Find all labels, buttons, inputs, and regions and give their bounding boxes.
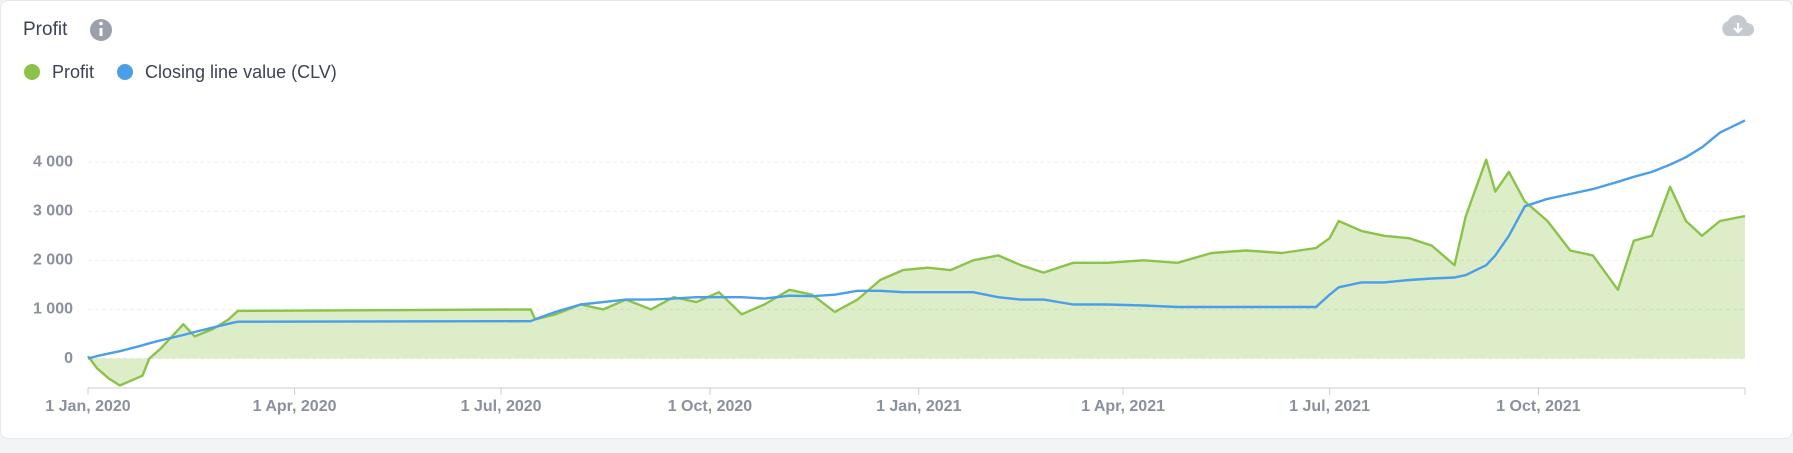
x-tick-label: 1 Oct, 2020 [668, 398, 753, 415]
x-tick-label: 1 Oct, 2021 [1496, 398, 1581, 415]
legend-label: Closing line value (CLV) [145, 62, 337, 82]
y-tick-label: 1 000 [33, 301, 73, 318]
legend-marker [24, 64, 40, 80]
y-tick-label: 0 [64, 350, 73, 367]
y-tick-label: 3 000 [33, 202, 73, 219]
x-tick-label: 1 Jan, 2020 [45, 398, 131, 415]
legend: Profit Closing line value (CLV) [24, 62, 337, 82]
line [87, 158, 1746, 387]
card: Profit Profit Closing line value (CLV) 0 1… [0, 0, 1793, 439]
y-tick-label: 4 000 [33, 153, 73, 170]
chart-title: Profit [23, 19, 68, 40]
x-tick-label: 1 Apr, 2021 [1081, 398, 1165, 415]
download-button[interactable] [1722, 14, 1755, 36]
info-icon[interactable] [90, 19, 112, 41]
x-tick-label: 1 Jul, 2021 [1289, 398, 1370, 415]
plot-area: 0 1 000 2 000 3 000 4 000 1 Jan, 2020 1 Apr, 2… [33, 119, 1746, 415]
x-tick-label: 1 Apr, 2020 [253, 398, 337, 415]
chart: Profit Profit Closing line value (CLV) 0 1… [23, 14, 1755, 415]
area [88, 159, 1745, 386]
legend-label: Profit [52, 62, 94, 82]
line [87, 119, 1746, 360]
x-tick-label: 1 Jan, 2021 [876, 398, 962, 415]
legend-marker [117, 64, 134, 80]
x-tick-label: 1 Jul, 2020 [461, 398, 542, 415]
y-tick-label: 2 000 [33, 252, 73, 269]
